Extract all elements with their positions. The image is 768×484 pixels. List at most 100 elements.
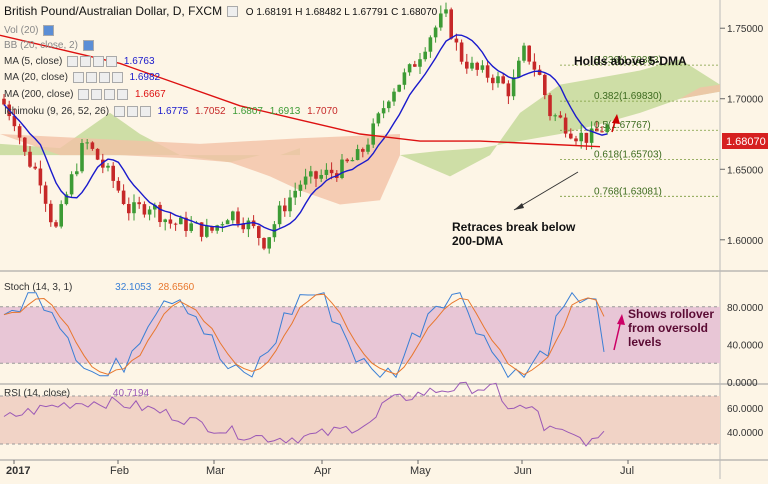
candle-body (179, 217, 183, 225)
candle-body (2, 98, 6, 105)
gear-icon[interactable] (93, 56, 105, 67)
candle-body (314, 171, 318, 179)
candle-body (480, 65, 485, 70)
candle-body (75, 171, 79, 175)
candle-body (116, 180, 121, 191)
ichimoku-value: 1.7052 (195, 106, 226, 118)
candle-body (236, 211, 240, 224)
time-axis: 2017 Feb Mar Apr May Jun Jul (6, 460, 634, 477)
legend-ma200[interactable]: MA (200, close) 1.6667 (4, 89, 166, 100)
eye-icon[interactable] (82, 40, 94, 51)
candle-body (345, 159, 349, 162)
candle-body (475, 62, 479, 70)
annotation-holds: Holds above 5-DMA (574, 54, 687, 68)
current-price-badge (722, 133, 768, 149)
candle-body (402, 72, 407, 85)
price-tick-label: 1.70000 (727, 95, 764, 106)
candle-body (491, 77, 495, 84)
candle-body (584, 132, 589, 143)
stoch-tick-label: 0.0000 (727, 378, 758, 389)
candle-body (589, 128, 594, 143)
candle-body (553, 115, 557, 117)
candle-body (210, 226, 214, 231)
candle-body (225, 220, 230, 225)
chart-header: British Pound/Australian Dollar, D, FXCM… (4, 4, 437, 18)
gear-icon[interactable] (106, 56, 118, 67)
eye-icon[interactable] (43, 25, 55, 36)
legend-bb-label: BB (20, close, 2) (4, 40, 78, 52)
ma20-line (3, 34, 608, 232)
candle-body (90, 142, 95, 149)
candle-body (470, 62, 474, 69)
legend-ichimoku[interactable]: Ichimoku (9, 26, 52, 26) 1.6775 1.7052 1… (4, 106, 338, 117)
gear-icon[interactable] (91, 89, 103, 100)
candle-body (127, 203, 131, 214)
candle-body (376, 113, 381, 124)
candle-body (454, 38, 459, 43)
gear-icon[interactable] (72, 72, 84, 83)
candle-body (288, 197, 292, 212)
candle-body (69, 174, 74, 195)
settings-icon[interactable] (227, 6, 239, 18)
legend-ma20[interactable]: MA (20, close) 1.6982 (4, 72, 160, 83)
candle-body (428, 37, 433, 52)
candle-body (293, 190, 297, 198)
candle-body (267, 237, 271, 249)
candle-body (163, 219, 167, 223)
gear-icon[interactable] (111, 72, 123, 83)
gear-icon[interactable] (139, 106, 151, 117)
gear-icon[interactable] (78, 89, 90, 100)
legend-ma5[interactable]: MA (5, close) 1.6763 (4, 56, 155, 67)
gear-icon[interactable] (126, 106, 138, 117)
rsi-value: 40.7194 (112, 388, 150, 399)
rsi-tick-label: 60.0000 (727, 404, 764, 415)
stoch-tick-label: 80.0000 (727, 303, 764, 314)
gear-icon[interactable] (80, 56, 92, 67)
candle-body (506, 83, 511, 97)
candle-body (215, 225, 219, 231)
candle-body (173, 223, 178, 225)
retrace-arrowhead (514, 203, 524, 210)
gear-icon[interactable] (104, 89, 116, 100)
candle-body (439, 13, 443, 28)
candle-body (444, 9, 448, 14)
fib-label: 0.618(1.65703) (594, 149, 662, 160)
candle-body (501, 76, 505, 84)
candle-body (132, 202, 136, 214)
candle-body (257, 226, 261, 238)
candle-body (381, 108, 386, 114)
rsi-band (0, 396, 720, 444)
candle-body (59, 204, 63, 227)
fib-label: 0.382(1.69830) (594, 91, 662, 102)
gear-icon[interactable] (113, 106, 125, 117)
gear-icon[interactable] (98, 72, 110, 83)
gear-icon[interactable] (117, 89, 129, 100)
time-tick-label: May (410, 465, 431, 477)
legend-rsi[interactable]: RSI (14, close) 40.7194 (4, 388, 149, 399)
candle-body (517, 60, 521, 78)
candle-body (423, 51, 427, 60)
ichimoku-value: 1.6775 (157, 106, 189, 118)
stoch-d-line (3, 293, 605, 376)
candle-body (397, 84, 401, 92)
candle-body (106, 165, 110, 168)
candle-body (28, 151, 32, 167)
candle-body (153, 204, 157, 210)
gear-icon[interactable] (85, 72, 97, 83)
candle-body (158, 204, 162, 223)
candle-body (205, 226, 209, 237)
legend-bb[interactable]: BB (20, close, 2) (4, 40, 94, 51)
legend-ma20-label: MA (20, close) (4, 72, 68, 84)
time-tick-label: Apr (314, 465, 331, 477)
gear-icon[interactable] (67, 56, 79, 67)
candle-body (64, 194, 69, 205)
time-tick-label: Mar (206, 465, 225, 477)
legend-stoch[interactable]: Stoch (14, 3, 1) 32.1053 28.6560 (4, 282, 194, 293)
candle-body (569, 133, 573, 139)
candle-body (543, 74, 547, 96)
legend-rsi-label: RSI (14, close) (4, 388, 71, 399)
legend-vol[interactable]: Vol (20) (4, 25, 55, 36)
legend-ichimoku-label: Ichimoku (9, 26, 52, 26) (4, 106, 110, 118)
